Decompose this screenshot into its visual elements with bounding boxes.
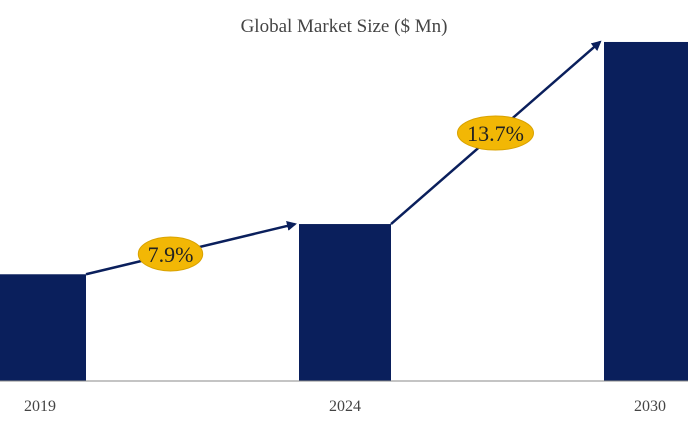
growth-badge-2: [457, 115, 534, 151]
chart-title: Global Market Size ($ Mn): [240, 16, 448, 37]
x-tick-label-2024: 2024: [329, 398, 361, 415]
bar-2024: [299, 224, 391, 381]
growth-badge-1: [137, 236, 204, 272]
x-tick-label-2030: 2030: [634, 398, 666, 415]
x-tick-label-2019: 2019: [24, 398, 56, 415]
growth-label-1: 7.9%: [148, 242, 194, 267]
bar-2019: [0, 274, 86, 381]
growth-label-2: 13.7%: [467, 121, 524, 146]
bar-2030: [604, 41, 688, 382]
